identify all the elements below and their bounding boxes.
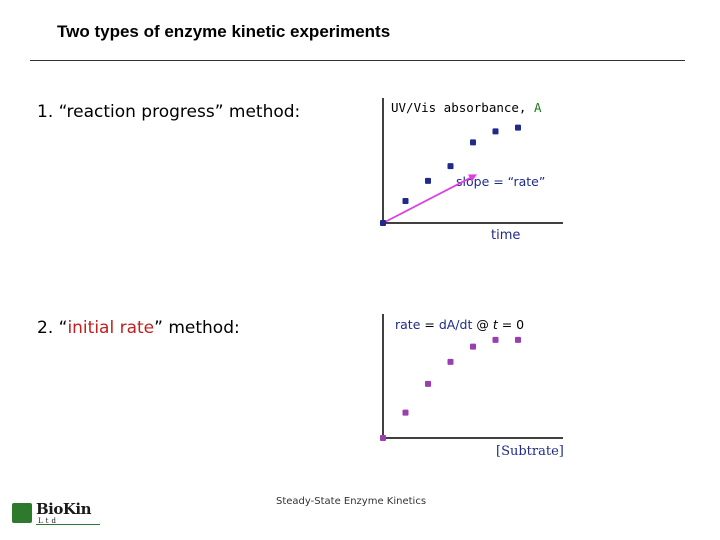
method-1-text: 1. “reaction progress” method: bbox=[37, 102, 301, 122]
chart-2-point-6 bbox=[492, 336, 499, 343]
chart-2-point-4 bbox=[447, 358, 454, 365]
chart-2-point-7 bbox=[515, 336, 521, 343]
biokin-logo: BioKin Ltd bbox=[12, 500, 100, 526]
method-1-label: 1. “reaction progress” method: bbox=[37, 102, 300, 122]
chart-2: rate = dA/dt @ t = 0 [Subtrate] bbox=[380, 314, 564, 459]
chart-2-ylabel-at: @ bbox=[472, 317, 492, 332]
chart-1-point-2 bbox=[402, 198, 409, 204]
chart-1-point-3 bbox=[425, 177, 431, 184]
chart-2-xlabel: [Subtrate] bbox=[496, 444, 564, 459]
chart-2-point-1 bbox=[380, 435, 386, 441]
method-2-suffix: ” method: bbox=[154, 318, 240, 338]
chart-1-point-5 bbox=[470, 139, 476, 146]
chart-1-ylabel: UV/Vis absorbance, A bbox=[391, 100, 542, 115]
chart-1-point-6 bbox=[492, 128, 499, 135]
method-2-prefix: 2. “ bbox=[37, 318, 68, 338]
slide-title: Two types of enzyme kinetic experiments bbox=[57, 22, 391, 41]
logo-subtext: Ltd bbox=[38, 517, 59, 525]
chart-1-points bbox=[380, 124, 521, 226]
chart-1-ylabel-main: UV/Vis absorbance, bbox=[391, 100, 534, 115]
chart-2-point-3 bbox=[425, 380, 431, 387]
chart-2-point-5 bbox=[470, 343, 476, 350]
chart-1-point-7 bbox=[515, 124, 521, 131]
chart-1-slope-arrow bbox=[382, 174, 478, 224]
chart-1: UV/Vis absorbance, A time slope = “rate” bbox=[380, 98, 563, 243]
chart-1-point-4 bbox=[447, 163, 454, 170]
chart-2-ylabel: rate = dA/dt @ t = 0 bbox=[395, 317, 524, 332]
title-divider bbox=[30, 60, 685, 61]
chart-2-ylabel-eq: = bbox=[420, 317, 438, 332]
method-2-highlight: initial rate bbox=[67, 318, 155, 338]
chart-2-ylabel-t: t bbox=[493, 317, 499, 332]
chart-1-slope-annotation: slope = “rate” bbox=[456, 174, 545, 189]
logo-leaf-icon bbox=[12, 503, 32, 523]
chart-2-points bbox=[380, 336, 521, 441]
method-2-label: 2. “initial rate” method: bbox=[37, 318, 240, 338]
logo-wordmark: BioKin bbox=[36, 500, 92, 518]
chart-2-ylabel-rate: rate bbox=[395, 317, 421, 332]
logo-underline bbox=[36, 524, 100, 525]
chart-1-point-1 bbox=[380, 220, 386, 226]
chart-1-ylabel-var: A bbox=[534, 100, 542, 115]
footer-text: Steady-State Enzyme Kinetics bbox=[276, 496, 427, 507]
chart-1-xlabel: time bbox=[491, 228, 520, 243]
chart-2-ylabel-deriv: dA/dt bbox=[439, 317, 473, 332]
chart-2-point-2 bbox=[402, 409, 409, 416]
chart-2-ylabel-zero: = 0 bbox=[498, 317, 524, 332]
